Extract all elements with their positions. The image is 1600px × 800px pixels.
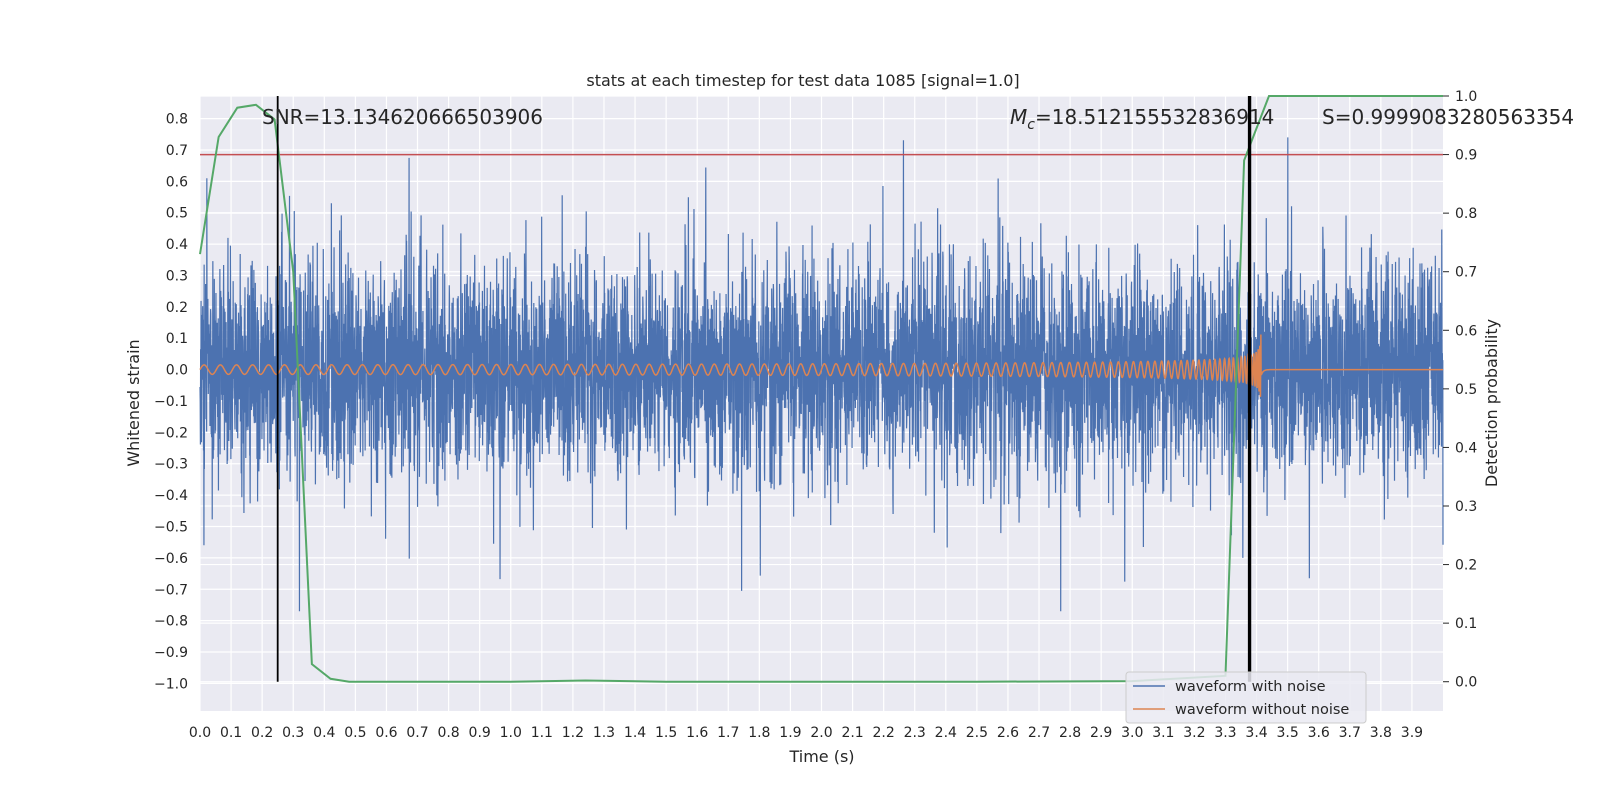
x-tick-label: 3.3: [1214, 725, 1236, 741]
y-tick-label: 0.5: [166, 206, 188, 222]
chart-title: stats at each timestep for test data 108…: [586, 71, 1019, 90]
plot-area: [199, 95, 1444, 711]
y2-tick-label: 0.2: [1455, 558, 1477, 574]
y-tick-label: −0.6: [154, 551, 188, 567]
legend: waveform with noise waveform without noi…: [1125, 671, 1367, 724]
x-axis-ticks: 0.0 0.1 0.2 0.3 0.4 0.5 0.6 0.7 0.8 0.9 1.0 1.1 1.2 1…: [189, 725, 1423, 741]
x-tick-label: 0.9: [469, 725, 491, 741]
probability-line: [199, 95, 1443, 683]
detection-stat-annotation: S=0.9999083280563354: [1322, 105, 1574, 129]
x-tick-label: 2.4: [935, 725, 957, 741]
chirp-mass-symbol: M: [1010, 105, 1027, 129]
x-tick-label: 0.6: [375, 725, 397, 741]
x-tick-label: 1.6: [686, 725, 708, 741]
x-tick-label: 0.0: [189, 725, 211, 741]
x-tick-label: 3.4: [1245, 725, 1267, 741]
y2-tick-label: 0.5: [1455, 382, 1477, 398]
y-tick-label: 0.2: [166, 300, 188, 316]
x-tick-label: 0.3: [282, 725, 304, 741]
y2-tick-label: 0.6: [1455, 323, 1477, 339]
grid-lines: [199, 95, 1443, 711]
x-tick-label: 3.9: [1401, 725, 1423, 741]
x-tick-label: 0.5: [344, 725, 366, 741]
x-tick-label: 2.0: [810, 725, 832, 741]
x-tick-label: 1.9: [779, 725, 801, 741]
y-tick-label: −0.4: [154, 488, 188, 504]
x-tick-label: 2.9: [1090, 725, 1112, 741]
y2-tick-label: 0.7: [1455, 265, 1477, 281]
y2-tick-label: 0.3: [1455, 499, 1477, 515]
y2-tick-label: 0.0: [1455, 675, 1477, 691]
x-tick-label: 3.6: [1308, 725, 1330, 741]
y-tick-label: −0.1: [154, 394, 188, 410]
x-tick-label: 1.1: [531, 725, 553, 741]
x-tick-label: 0.4: [313, 725, 335, 741]
legend-label-noise: waveform with noise: [1175, 679, 1326, 695]
chirp-mass-annotation: Mc=18.512155532836914: [1010, 105, 1274, 133]
y-tick-label: 0.4: [166, 237, 188, 253]
x-tick-label: 1.8: [748, 725, 770, 741]
x-tick-label: 1.2: [562, 725, 584, 741]
y-tick-label: −0.9: [154, 645, 188, 661]
series-detection-probability: [199, 95, 1443, 683]
y-tick-label: 0.1: [166, 331, 188, 347]
x-tick-label: 2.7: [1028, 725, 1050, 741]
chirp-mass-subscript: c: [1027, 117, 1035, 133]
y2-axis-label: Detection probability: [1482, 319, 1501, 487]
y2-tick-label: 0.9: [1455, 148, 1477, 164]
x-tick-label: 0.7: [406, 725, 428, 741]
x-tick-label: 3.1: [1152, 725, 1174, 741]
y-tick-label: 0.0: [166, 363, 188, 379]
x-tick-label: 1.4: [624, 725, 646, 741]
legend-box: [1125, 671, 1367, 724]
y2-tick-label: 0.1: [1455, 616, 1477, 632]
x-tick-label: 3.8: [1370, 725, 1392, 741]
chirp-mass-value: =18.512155532836914: [1035, 105, 1274, 129]
x-tick-label: 2.5: [966, 725, 988, 741]
y2-tick-label: 1.0: [1455, 89, 1477, 105]
y-axis-ticks: 0.8 0.7 0.6 0.5 0.4 0.3 0.2 0.1 0.0 −0.1 −0.2 −0.3 −…: [154, 112, 188, 693]
y-tick-label: −0.5: [154, 520, 188, 536]
legend-label-clean: waveform without noise: [1175, 702, 1349, 718]
x-tick-label: 1.7: [717, 725, 739, 741]
snr-annotation: SNR=13.134620666503906: [262, 105, 543, 129]
x-tick-label: 3.7: [1339, 725, 1361, 741]
x-tick-label: 3.5: [1276, 725, 1298, 741]
x-tick-label: 2.6: [997, 725, 1019, 741]
x-tick-label: 0.1: [220, 725, 242, 741]
y2-axis-ticks: 1.0 0.9 0.8 0.7 0.6 0.5 0.4 0.3 0.2 0.1 0.0: [1443, 89, 1477, 691]
x-axis-label: Time (s): [788, 747, 854, 766]
x-tick-label: 0.8: [437, 725, 459, 741]
y-tick-label: −0.7: [154, 582, 188, 598]
y-tick-label: −1.0: [154, 676, 188, 692]
x-tick-label: 1.5: [655, 725, 677, 741]
vertical-markers: [276, 96, 1252, 682]
y-tick-label: −0.8: [154, 614, 188, 630]
x-tick-label: 2.2: [873, 725, 895, 741]
y-tick-label: 0.8: [166, 112, 188, 128]
y-axis-label: Whitened strain: [124, 339, 143, 466]
x-tick-label: 2.3: [904, 725, 926, 741]
y-tick-label: 0.6: [166, 174, 188, 190]
y2-tick-label: 0.4: [1455, 440, 1477, 456]
y-tick-label: −0.2: [154, 425, 188, 441]
x-tick-label: 0.2: [251, 725, 273, 741]
x-tick-label: 3.0: [1121, 725, 1143, 741]
x-tick-label: 1.0: [500, 725, 522, 741]
x-tick-label: 2.8: [1059, 725, 1081, 741]
y-tick-label: 0.7: [166, 143, 188, 159]
y2-tick-label: 0.8: [1455, 206, 1477, 222]
y-tick-label: 0.3: [166, 268, 188, 284]
x-tick-label: 1.3: [593, 725, 615, 741]
x-tick-label: 2.1: [841, 725, 863, 741]
x-tick-label: 3.2: [1183, 725, 1205, 741]
y-tick-label: −0.3: [154, 457, 188, 473]
